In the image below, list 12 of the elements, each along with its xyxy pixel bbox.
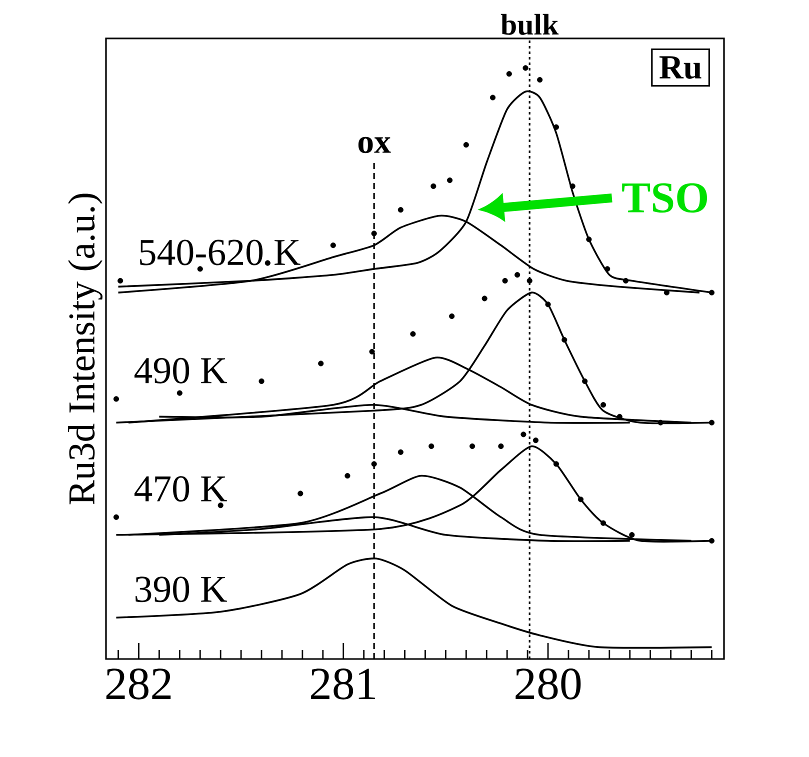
- annotation: TSO: [622, 183, 707, 213]
- annotation: Ru: [659, 56, 702, 79]
- ref-line-label: ox: [358, 136, 391, 154]
- series-label: 490 K: [134, 358, 227, 384]
- x-tick-label: 280: [516, 668, 581, 700]
- series-label: 470 K: [134, 476, 227, 502]
- y-axis-title: Ru3d Intensity (a.u.): [68, 194, 102, 504]
- series-label: 540-620 K: [140, 240, 300, 266]
- x-tick-label: 281: [311, 668, 375, 700]
- x-tick-label: 282: [106, 668, 171, 700]
- series-label: 390 K: [136, 576, 227, 602]
- ref-line-label: bulk: [500, 14, 559, 35]
